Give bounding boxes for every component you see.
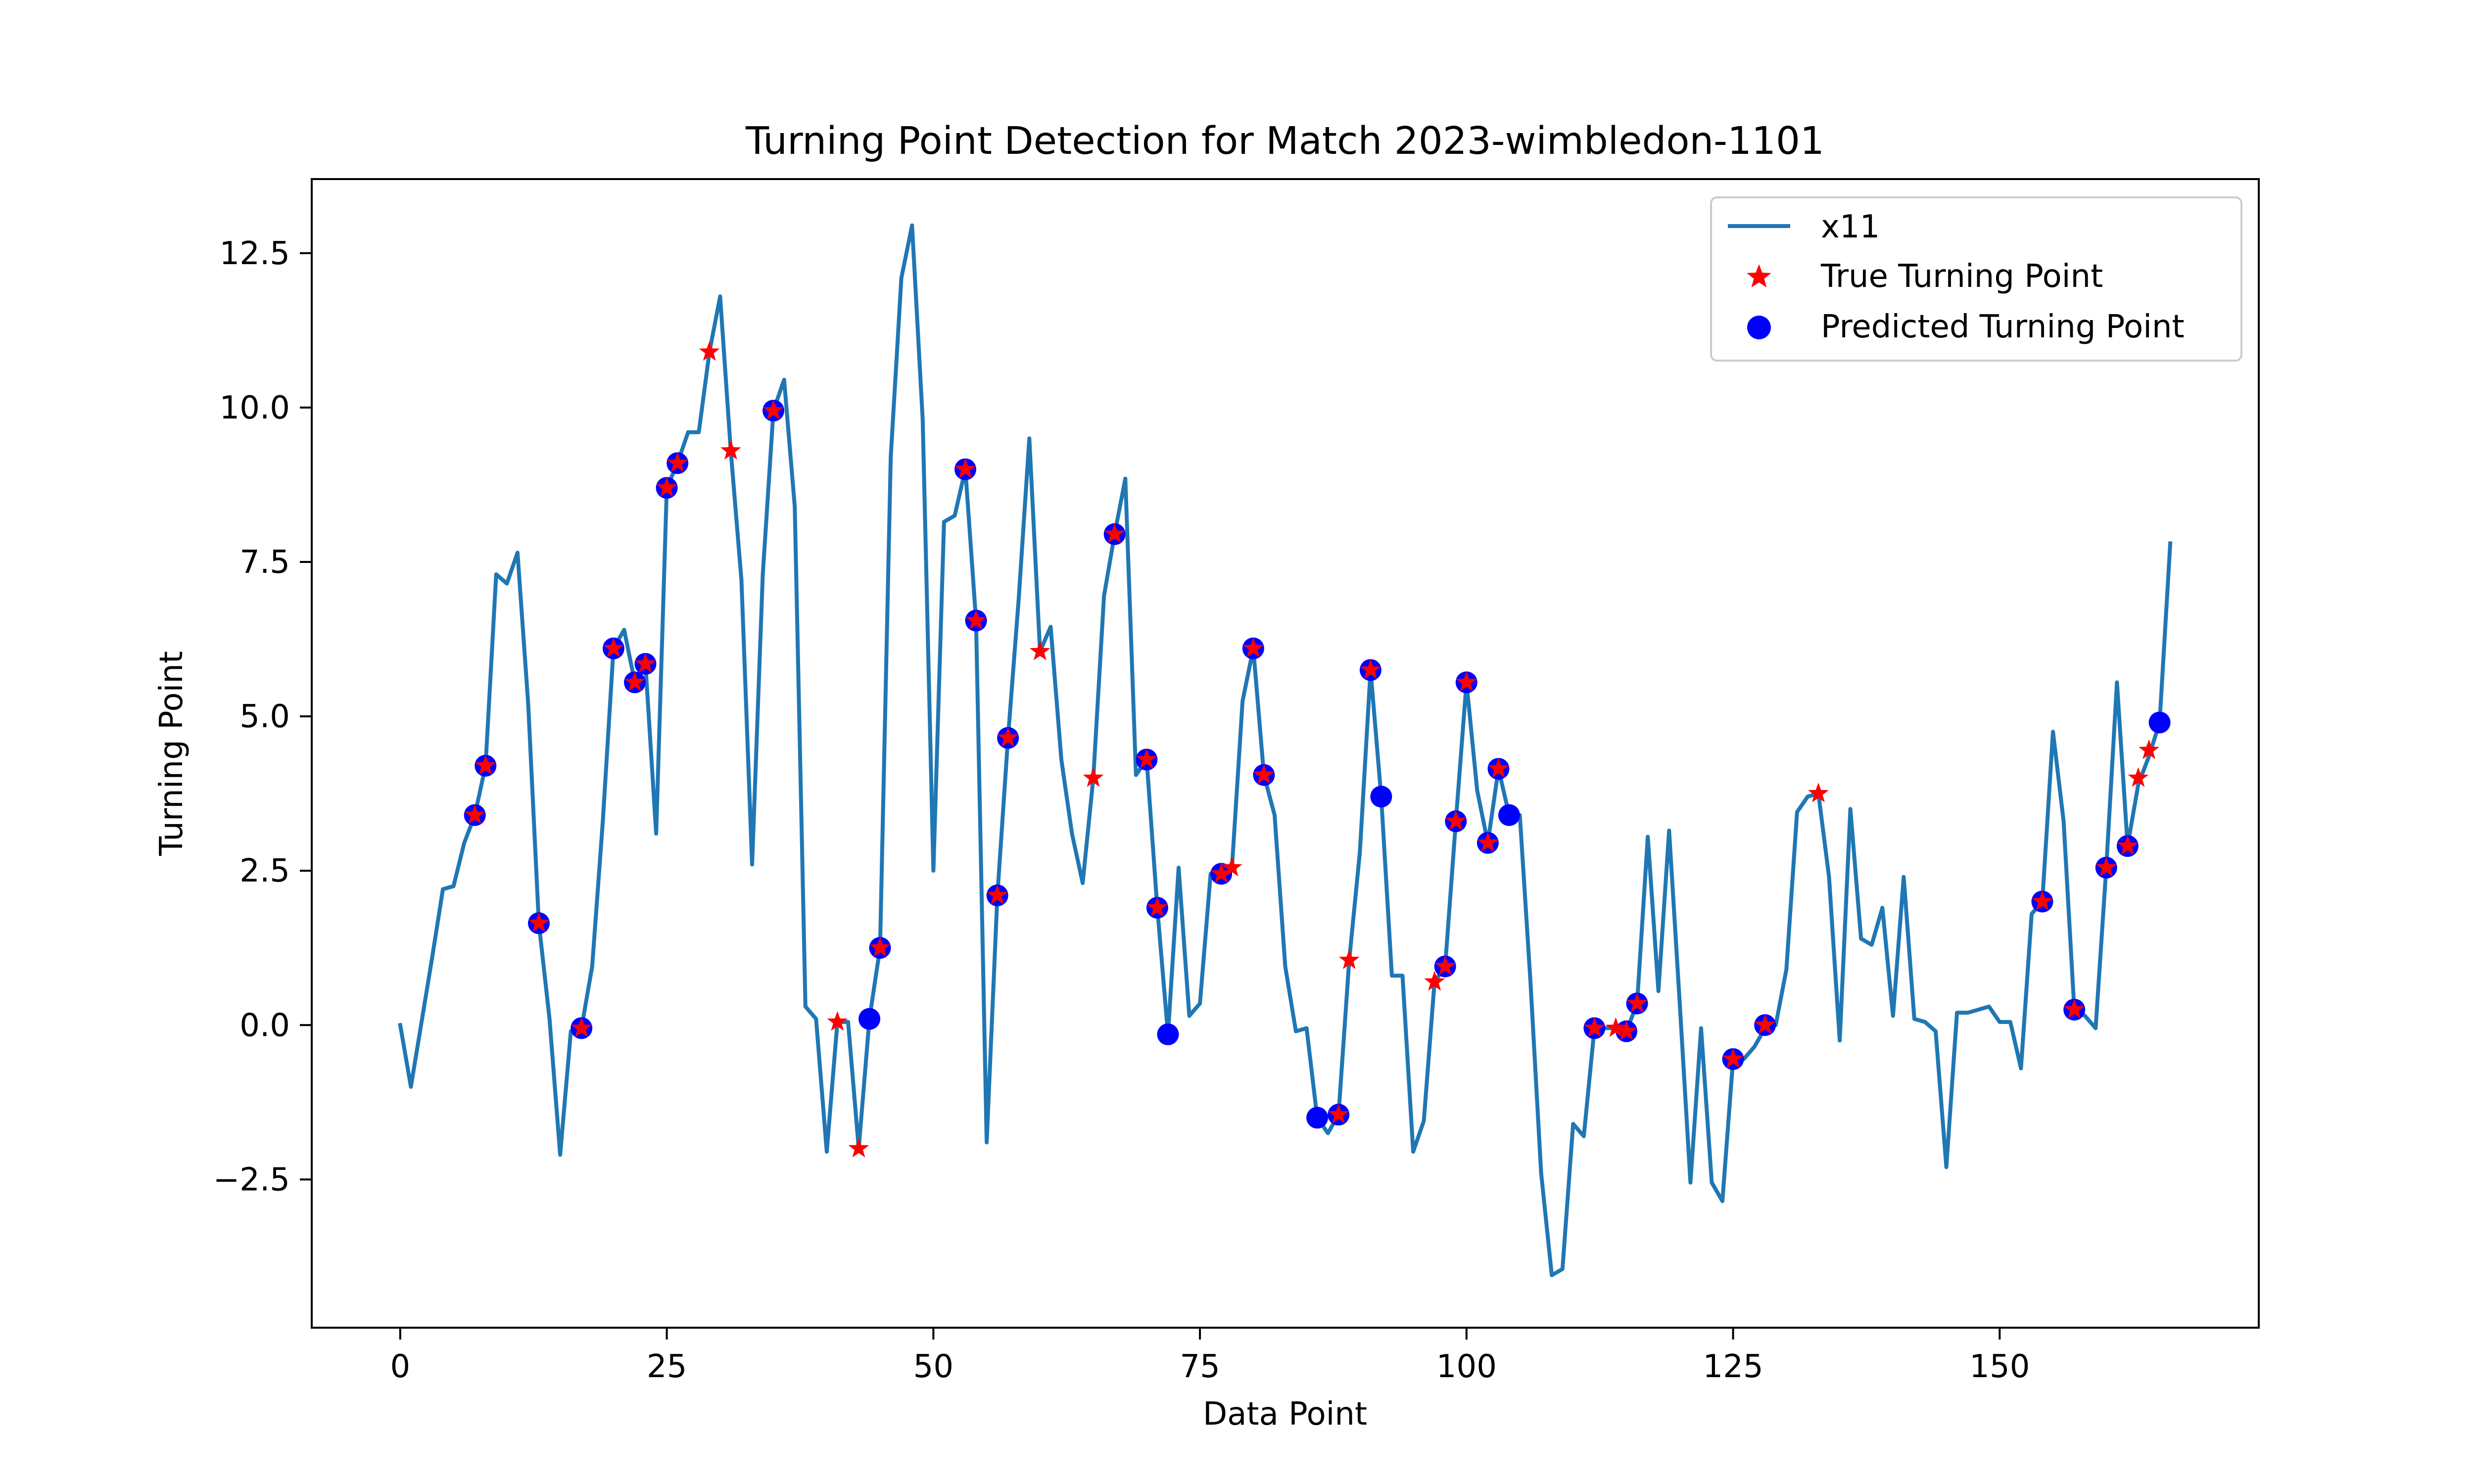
true-turning-point-marker (2095, 857, 2117, 877)
true-turning-point-marker (464, 804, 485, 824)
predicted-turning-point-marker (858, 1008, 881, 1030)
true-turning-point-marker (1445, 810, 1467, 831)
true-turning-point-marker (965, 609, 987, 630)
y-tick-label: 10.0 (220, 390, 290, 426)
legend: x11 True Turning Point Predicted Turning… (1710, 196, 2242, 362)
true-turning-point-marker (475, 755, 496, 775)
true-turning-point-marker (571, 1017, 592, 1037)
x-tick-label: 25 (647, 1348, 687, 1385)
true-turning-point-marker (1626, 992, 1648, 1013)
true-turning-point-marker (1477, 832, 1498, 852)
true-turning-point-marker (1147, 897, 1168, 917)
true-turning-point-marker (1338, 949, 1360, 969)
true-turning-point-marker (955, 458, 976, 478)
true-turning-point-marker (1755, 1014, 1776, 1034)
true-turning-point-marker (1605, 1017, 1626, 1037)
true-turning-point-marker (2139, 739, 2159, 759)
true-turning-point-marker (827, 1011, 848, 1031)
true-turning-point-marker (869, 937, 891, 957)
true-turning-point-marker (987, 884, 1008, 904)
plot-area (398, 223, 2173, 1277)
true-turning-point-marker (1424, 971, 1445, 991)
true-turning-point-marker (763, 400, 784, 419)
y-tick-label: −2.5 (213, 1161, 290, 1198)
true-turning-point-marker (998, 727, 1019, 747)
true-turning-point-marker (1616, 1020, 1637, 1040)
y-tick-label: 0.0 (239, 1007, 290, 1044)
true-turning-point-marker (1722, 1048, 1744, 1068)
x-tick-label: 50 (913, 1348, 953, 1385)
y-tick-label: 2.5 (239, 853, 290, 889)
true-turning-point-marker (1029, 641, 1050, 660)
true-turning-point-marker (699, 341, 720, 361)
true-turning-point-marker (1083, 767, 1104, 787)
y-tick-label: 5.0 (239, 698, 290, 735)
legend-entry-predicted-turning-point: Predicted Turning Point (1821, 309, 2185, 345)
legend-box (1710, 196, 2242, 362)
true-turning-point-marker (1253, 764, 1275, 784)
true-turning-point-marker (1434, 955, 1456, 975)
true-turning-point-marker (1808, 783, 1829, 802)
legend-circle-swatch (1747, 316, 1771, 339)
predicted-turning-point-marker (1498, 804, 1520, 826)
x-tick-label: 100 (1436, 1348, 1497, 1385)
true-turning-point-marker (624, 671, 645, 692)
x-tick-label: 75 (1180, 1348, 1220, 1385)
true-turning-point-marker (1456, 671, 1477, 692)
y-axis: −2.5 0.0 2.5 5.0 7.5 10.0 12.5 (213, 235, 312, 1198)
true-turning-point-marker (656, 477, 677, 497)
true-turning-point-marker (848, 1138, 869, 1158)
legend-entry-true-turning-point: True Turning Point (1820, 258, 2103, 295)
true-turning-point-marker (1242, 637, 1264, 657)
x-tick-label: 125 (1703, 1348, 1763, 1385)
true-turning-point-marker (1360, 659, 1381, 679)
true-turning-point-marker (1488, 758, 1509, 778)
x-tick-label: 0 (390, 1348, 411, 1385)
true-turning-point-marker (1136, 748, 1157, 769)
predicted-turning-point-marker (1157, 1023, 1179, 1045)
predicted-turning-point-marker (1370, 786, 1392, 808)
legend-star-swatch (1747, 264, 1771, 287)
x-axis: 0 25 50 75 100 125 150 (390, 1328, 2030, 1385)
true-turning-point-marker (1221, 857, 1242, 877)
x-tick-label: 150 (1969, 1348, 2030, 1385)
series-line-x11 (398, 223, 2173, 1277)
true-turning-point-marker (667, 452, 688, 472)
true-turning-point-marker (2064, 999, 2085, 1019)
true-turning-point-marker (603, 637, 624, 657)
predicted-turning-point-marker (2148, 711, 2171, 734)
y-tick-label: 7.5 (239, 544, 290, 581)
axes-frame (311, 178, 2260, 1329)
true-turning-point-marker (2128, 767, 2149, 787)
y-axis-label: Turning Point (153, 651, 190, 856)
legend-entry-x11: x11 (1821, 209, 1880, 245)
true-turning-point-marker (1211, 863, 1232, 883)
true-turning-point-marker (1104, 523, 1125, 543)
true-turning-point-marker (635, 653, 656, 673)
true-turning-point-marker (720, 440, 741, 460)
true-turning-point-marker (1328, 1104, 1349, 1124)
true-turning-point-marker (1584, 1017, 1605, 1037)
chart-title: Turning Point Detection for Match 2023-w… (745, 119, 1824, 163)
true-turning-point-marker (528, 912, 549, 932)
true-turning-point-marker (2032, 890, 2053, 911)
predicted-turning-point-marker (1306, 1107, 1329, 1129)
true-turning-point-marker (2117, 835, 2138, 855)
y-tick-label: 12.5 (220, 235, 290, 272)
x-axis-label: Data Point (1203, 1396, 1367, 1433)
